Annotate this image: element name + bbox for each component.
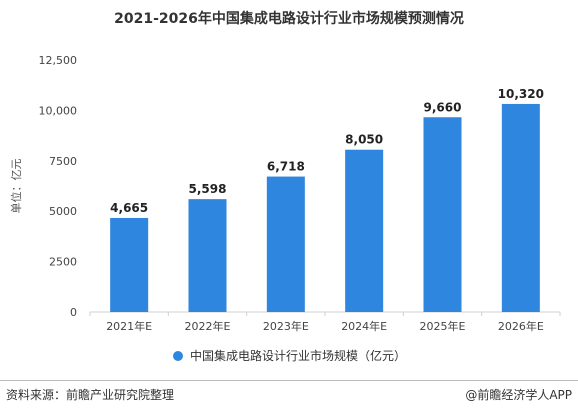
x-tick-label: 2022年E bbox=[185, 319, 231, 333]
x-tick-label: 2021年E bbox=[106, 319, 152, 333]
bar-value-label: 9,660 bbox=[424, 100, 462, 114]
bar-value-label: 4,665 bbox=[110, 201, 148, 215]
bar bbox=[266, 176, 305, 312]
x-tick-label: 2023年E bbox=[263, 319, 309, 333]
y-tick-label: 0 bbox=[70, 306, 77, 319]
y-axis: 0 2500 5000 7500 10,000 12,500 bbox=[39, 54, 78, 319]
bar bbox=[423, 117, 462, 313]
bar bbox=[345, 149, 384, 312]
y-tick-label: 10,000 bbox=[39, 104, 78, 117]
y-tick-label: 2500 bbox=[49, 256, 77, 269]
footer-divider bbox=[0, 380, 578, 381]
x-axis: 2021年E 2022年E 2023年E 2024年E 2025年E 2026年E bbox=[89, 312, 561, 333]
footer: 资料来源：前瞻产业研究院整理 @前瞻经济学人APP bbox=[0, 380, 578, 414]
bar-value-label: 5,598 bbox=[189, 182, 227, 196]
bar-value-label: 10,320 bbox=[498, 87, 544, 101]
x-tick-label: 2025年E bbox=[420, 319, 466, 333]
legend-label: 中国集成电路设计行业市场规模（亿元） bbox=[190, 348, 406, 363]
legend: 中国集成电路设计行业市场规模（亿元） bbox=[173, 348, 406, 363]
x-tick-label: 2024年E bbox=[341, 319, 387, 333]
chart-title: 2021-2026年中国集成电路设计行业市场规模预测情况 bbox=[114, 11, 464, 27]
bar-value-label: 8,050 bbox=[345, 133, 383, 147]
bar bbox=[188, 199, 227, 312]
credit-note: @前瞻经济学人APP bbox=[465, 388, 572, 402]
legend-marker bbox=[173, 351, 183, 361]
x-tick-label: 2026年E bbox=[498, 319, 544, 333]
bar-chart: 0 2500 5000 7500 10,000 12,500 单位：亿元 4,665 5,5… bbox=[9, 54, 561, 363]
y-tick-label: 12,500 bbox=[39, 54, 78, 67]
y-tick-label: 5000 bbox=[49, 205, 77, 218]
bar-value-label: 6,718 bbox=[267, 160, 305, 174]
bars-group: 4,665 5,598 6,718 8,050 9,660 10,320 bbox=[110, 87, 544, 313]
bar bbox=[501, 103, 540, 313]
y-tick-label: 7500 bbox=[49, 155, 77, 168]
bar bbox=[110, 217, 149, 312]
source-note: 资料来源：前瞻产业研究院整理 bbox=[6, 388, 175, 402]
y-axis-label: 单位：亿元 bbox=[9, 159, 23, 214]
